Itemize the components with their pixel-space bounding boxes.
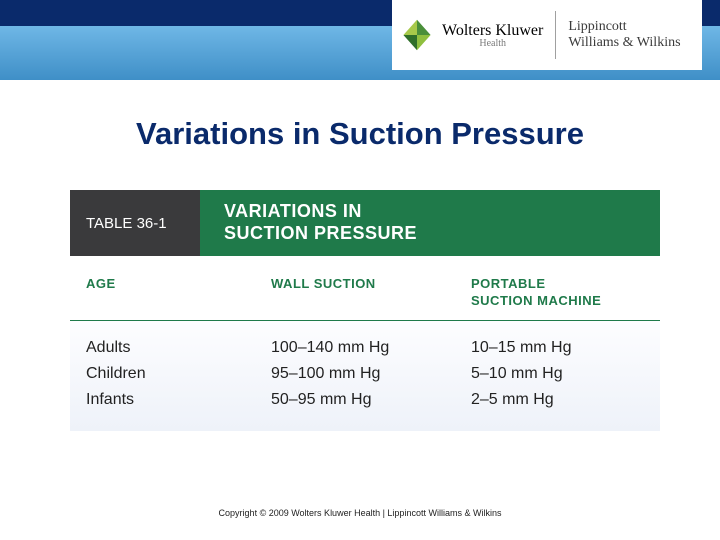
table-row: Children 95–100 mm Hg 5–10 mm Hg [86, 361, 660, 387]
col-age: AGE [86, 276, 271, 310]
page-title: Variations in Suction Pressure [0, 116, 720, 152]
lww-line2: Williams & Wilkins [568, 35, 680, 51]
lippincott-text: Lippincott Williams & Wilkins [568, 19, 680, 51]
table-header-band: TABLE 36-1 VARIATIONS IN SUCTION PRESSUR… [70, 190, 660, 256]
cell-wall: 95–100 mm Hg [271, 365, 471, 383]
wolters-kluwer-logo-icon [400, 18, 434, 52]
col-wall: WALL SUCTION [271, 276, 471, 310]
table-row: Adults 100–140 mm Hg 10–15 mm Hg [86, 335, 660, 361]
wk-sub: Health [442, 38, 543, 49]
cell-age: Children [86, 365, 271, 383]
table-row: Infants 50–95 mm Hg 2–5 mm Hg [86, 387, 660, 413]
band-line2: SUCTION PRESSURE [224, 223, 660, 245]
col-portable-l1: PORTABLE [471, 276, 660, 293]
col-portable: PORTABLE SUCTION MACHINE [471, 276, 660, 310]
brand-divider [555, 11, 556, 59]
table-title: VARIATIONS IN SUCTION PRESSURE [200, 190, 660, 256]
table-label: TABLE 36-1 [70, 190, 200, 256]
brand-bar: Wolters Kluwer Health Lippincott William… [0, 26, 720, 80]
cell-wall: 50–95 mm Hg [271, 391, 471, 409]
cell-age: Infants [86, 391, 271, 409]
lww-line1: Lippincott [568, 19, 680, 35]
cell-portable: 10–15 mm Hg [471, 339, 660, 357]
column-headers: AGE WALL SUCTION PORTABLE SUCTION MACHIN… [70, 256, 660, 321]
cell-portable: 2–5 mm Hg [471, 391, 660, 409]
band-line1: VARIATIONS IN [224, 201, 660, 223]
wolters-kluwer-text: Wolters Kluwer Health [442, 22, 543, 49]
col-portable-l2: SUCTION MACHINE [471, 293, 660, 310]
brand-box: Wolters Kluwer Health Lippincott William… [392, 0, 702, 70]
table-body: Adults 100–140 mm Hg 10–15 mm Hg Childre… [70, 321, 660, 431]
suction-table: TABLE 36-1 VARIATIONS IN SUCTION PRESSUR… [70, 190, 660, 431]
cell-portable: 5–10 mm Hg [471, 365, 660, 383]
cell-age: Adults [86, 339, 271, 357]
copyright-footer: Copyright © 2009 Wolters Kluwer Health |… [0, 508, 720, 518]
cell-wall: 100–140 mm Hg [271, 339, 471, 357]
